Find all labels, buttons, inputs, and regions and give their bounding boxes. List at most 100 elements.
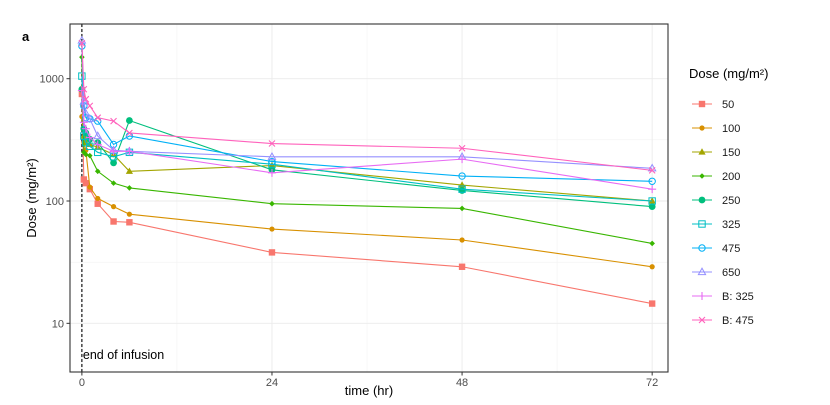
data-point (269, 226, 275, 232)
legend-item: 325 (692, 219, 740, 231)
legend-key-marker (699, 173, 705, 179)
data-point (109, 147, 118, 156)
data-point (79, 118, 88, 127)
legend-item: 650 (692, 267, 740, 279)
data-point (95, 195, 101, 202)
legend-key-marker (699, 125, 705, 131)
data-point (649, 264, 655, 270)
y-tick-label: 1000 (40, 74, 64, 86)
data-point (85, 113, 95, 122)
data-point (458, 263, 466, 270)
data-point (648, 203, 656, 211)
data-point (648, 166, 656, 174)
legend-label: B: 325 (722, 291, 754, 303)
legend-item: 50 (692, 99, 734, 111)
legend-item: B: 325 (692, 291, 754, 303)
data-point (94, 168, 101, 175)
data-point (110, 204, 117, 210)
data-point (125, 147, 134, 156)
series-line (81, 43, 653, 171)
legend-label: 475 (722, 243, 740, 255)
x-tick-label: 72 (646, 377, 658, 389)
x-tick-label: 24 (266, 377, 278, 389)
data-point (94, 148, 102, 157)
legend-key-marker (698, 100, 706, 108)
data-point (267, 168, 276, 177)
data-point (80, 176, 88, 183)
data-point (93, 140, 102, 149)
legend-item: 200 (692, 171, 740, 183)
data-point (82, 179, 90, 187)
data-point (459, 205, 465, 212)
data-point (94, 200, 101, 207)
data-point (458, 144, 466, 152)
legend-key-marker (697, 267, 707, 276)
legend-item: 475 (692, 243, 740, 255)
data-point (83, 151, 89, 158)
data-point (110, 180, 117, 186)
series-b-325 (77, 86, 657, 194)
legend-label: 650 (722, 267, 740, 279)
series-line (81, 90, 653, 190)
legend-key-marker (698, 316, 706, 324)
legend-item: 250 (692, 195, 740, 207)
x-axis-title: time (hr) (345, 383, 393, 398)
series-b-475 (78, 39, 656, 174)
data-point (78, 72, 86, 80)
data-point (81, 124, 90, 133)
legend-item: 150 (692, 147, 740, 159)
end-of-infusion-label: end of infusion (83, 348, 164, 362)
data-point (86, 102, 94, 110)
series-line (81, 116, 653, 268)
legend-label: 100 (722, 123, 740, 135)
data-point (81, 108, 91, 117)
series-100 (79, 113, 655, 270)
data-point (87, 184, 93, 190)
data-point (649, 240, 655, 247)
data-point (78, 39, 86, 47)
data-point (86, 142, 94, 151)
data-point (648, 197, 656, 205)
data-point (80, 85, 88, 93)
data-point (126, 219, 133, 226)
data-point (648, 185, 657, 194)
legend-item: B: 475 (692, 315, 754, 327)
legend-label: 250 (722, 195, 740, 207)
data-point (82, 95, 90, 103)
legend-label: 200 (722, 171, 740, 183)
data-point (126, 117, 133, 124)
data-point (268, 140, 276, 147)
legend-key-marker (698, 148, 706, 155)
data-point (648, 300, 656, 307)
legend-label: 325 (722, 219, 740, 231)
data-point (458, 155, 467, 164)
data-point (459, 237, 465, 243)
data-point (94, 114, 102, 122)
data-point (267, 151, 277, 160)
data-point (93, 131, 103, 140)
x-tick-label: 48 (456, 377, 468, 389)
y-axis-title: Dose (mg/m²) (24, 158, 39, 237)
data-point (126, 185, 133, 191)
data-point (648, 197, 656, 204)
data-point (268, 249, 276, 256)
legend-label: B: 475 (722, 315, 754, 327)
legend-label: 50 (722, 99, 734, 111)
legend-key-marker (698, 244, 706, 252)
series-650 (77, 35, 657, 172)
data-point (458, 185, 466, 193)
data-point (268, 157, 276, 166)
legend: Dose (mg/m²) 50 100 150 200 250 325 475 650 B: 32… (689, 66, 768, 327)
data-point (648, 177, 656, 185)
data-point (268, 160, 276, 168)
legend-key-marker (698, 292, 706, 300)
data-point (110, 117, 117, 125)
series-line (81, 40, 653, 169)
panel-border (69, 23, 669, 373)
data-point (126, 129, 133, 137)
legend-label: 150 (722, 147, 740, 159)
y-tick-label: 100 (46, 196, 64, 208)
data-point (125, 167, 134, 174)
